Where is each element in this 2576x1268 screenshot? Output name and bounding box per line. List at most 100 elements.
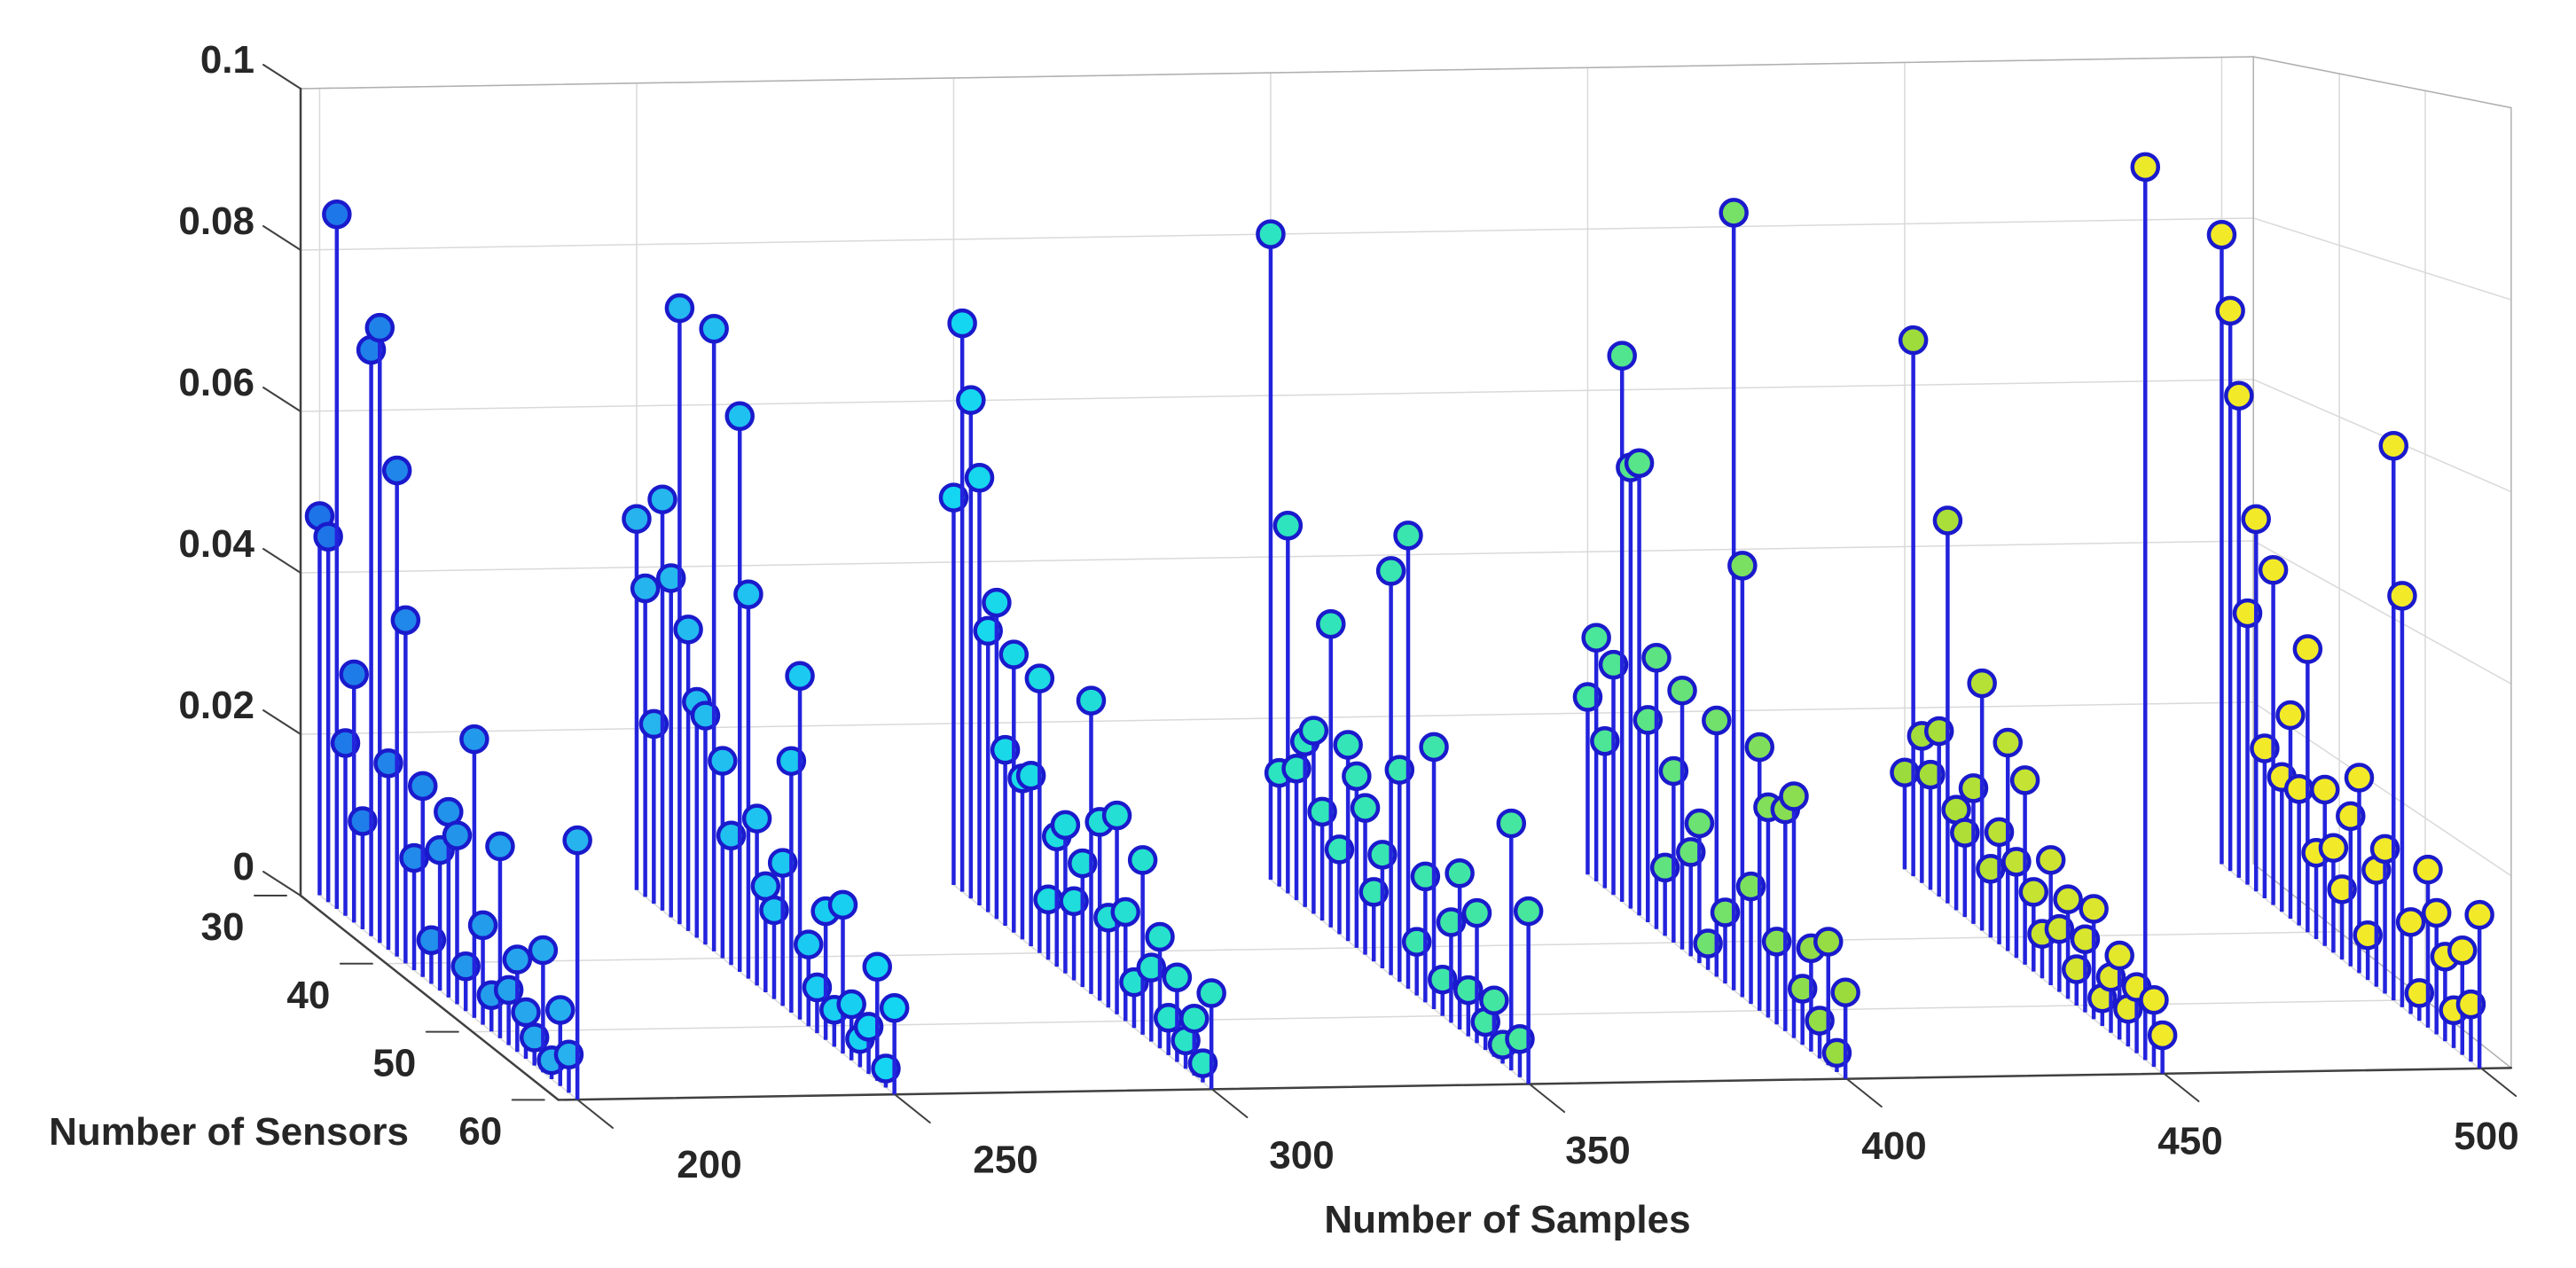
z-tick-label: 0.02	[178, 684, 254, 727]
stem-marker	[450, 951, 481, 982]
stem-marker	[373, 747, 403, 779]
x-tick-label: 350	[1565, 1129, 1630, 1172]
stem-cluster-250	[622, 293, 910, 1095]
stem-marker	[1735, 871, 1766, 902]
z-tick	[262, 64, 301, 90]
stem-marker	[1649, 852, 1680, 883]
stem-marker	[1993, 727, 2023, 758]
stem-marker	[1445, 858, 1475, 888]
stem-marker	[776, 746, 807, 776]
stem-marker	[1693, 928, 1723, 959]
stem-marker	[2009, 765, 2040, 795]
y-tick-label: 50	[372, 1042, 416, 1085]
stem-marker	[1419, 732, 1449, 763]
box-edge-floor-right	[2252, 863, 2512, 1069]
stem-marker	[1950, 818, 1980, 848]
stem-marker	[1015, 760, 1046, 791]
y-axis-title: Number of Sensors	[49, 1110, 409, 1154]
stem-marker	[313, 521, 343, 552]
grid-backwall-z	[300, 379, 2254, 412]
stem-marker	[1401, 927, 1432, 957]
stem-marker	[647, 484, 677, 514]
stem-marker	[767, 848, 798, 878]
stem-marker	[2369, 834, 2400, 865]
stem-marker	[1744, 732, 1774, 763]
stem-cluster-300	[938, 308, 1226, 1090]
stem-marker	[1333, 730, 1363, 760]
stem-marker	[322, 199, 352, 230]
x-tick	[1844, 1077, 1883, 1108]
stem-marker	[2224, 380, 2254, 411]
stem-marker	[1436, 907, 1467, 937]
x-tick	[1528, 1083, 1566, 1113]
grid-rightwall-z	[2252, 701, 2512, 877]
stem-marker	[2044, 913, 2075, 944]
grid-floor-sensors	[386, 931, 2340, 965]
stem-marker	[982, 587, 1012, 618]
stem-marker	[2147, 1020, 2178, 1051]
stem-marker	[2241, 504, 2271, 535]
stem-marker	[1110, 896, 1140, 928]
stem-marker	[1727, 551, 1758, 581]
z-tick	[262, 225, 301, 251]
stem-marker	[964, 463, 995, 493]
stem-marker	[2413, 854, 2443, 885]
stem-marker	[511, 997, 541, 1028]
stem-cluster-200	[304, 199, 592, 1100]
box-edge-top-back	[300, 56, 2254, 90]
stem-marker	[716, 820, 747, 851]
stem-marker	[871, 1053, 901, 1084]
stem-marker	[1958, 773, 1989, 803]
x-tick	[893, 1093, 931, 1123]
y-tick-label: 30	[201, 905, 245, 949]
x-axis-spine	[557, 1067, 2513, 1101]
x-tick-label: 250	[973, 1139, 1037, 1182]
x-axis-title: Number of Samples	[1324, 1198, 1691, 1241]
stem-marker	[407, 771, 438, 802]
stem-marker	[1050, 810, 1081, 841]
stem-marker	[2250, 733, 2280, 763]
stem-marker	[1633, 705, 1664, 735]
stem-marker	[2395, 907, 2426, 937]
x-tick	[1210, 1088, 1249, 1118]
stem-marker	[622, 504, 652, 534]
stem-marker	[1702, 705, 1732, 736]
stem-marker	[879, 992, 910, 1023]
stem-marker	[1342, 761, 1372, 792]
stem-marker	[862, 951, 893, 982]
stem-marker	[2232, 598, 2263, 629]
stem-marker	[390, 605, 421, 636]
y-axis-spine	[299, 894, 560, 1101]
stem-marker	[2309, 774, 2340, 805]
stem-marker	[1461, 897, 1492, 928]
stem-marker	[2344, 763, 2375, 793]
stem-marker	[364, 312, 395, 343]
stem-marker	[827, 889, 858, 920]
stem-marker	[1076, 685, 1107, 716]
stem-marker	[1358, 877, 1389, 907]
x-tick	[2162, 1072, 2200, 1102]
stem-marker	[1821, 1037, 1852, 1068]
stem-marker	[1505, 1023, 1535, 1054]
z-tick-label: 0.1	[200, 38, 254, 82]
stem-marker	[938, 482, 969, 513]
stem-marker	[699, 314, 729, 344]
stem-cluster-450	[1890, 152, 2178, 1074]
stem-marker	[2139, 984, 2169, 1015]
box-edge-top-right	[2252, 56, 2512, 109]
stem-marker	[1375, 556, 1406, 586]
z-tick	[262, 871, 301, 896]
x-tick-label: 200	[677, 1143, 741, 1186]
stem-marker	[1324, 834, 1355, 865]
stem-marker	[1761, 927, 1792, 957]
stem-marker	[2130, 152, 2161, 183]
x-tick	[576, 1099, 614, 1129]
stem-marker	[1658, 755, 1689, 787]
stem-marker	[1898, 325, 1929, 356]
z-tick-label: 0	[233, 845, 254, 888]
z-tick-label: 0.08	[178, 200, 254, 243]
stem-marker	[2258, 555, 2289, 585]
stem-marker	[759, 895, 789, 926]
stem-marker	[2018, 877, 2049, 907]
